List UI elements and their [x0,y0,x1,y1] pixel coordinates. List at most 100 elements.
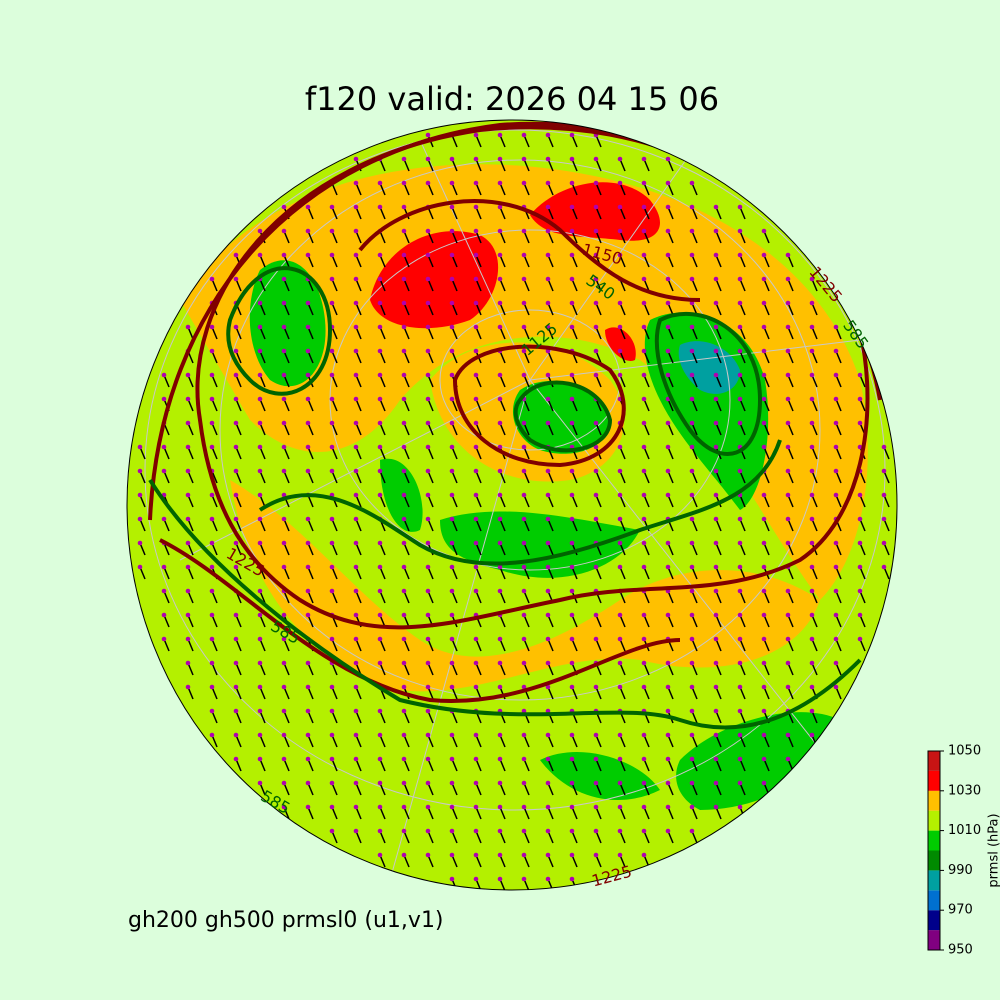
barb-dot [593,348,599,354]
barb-dot [353,252,359,258]
barb-dot [401,540,407,546]
barb-dot [521,684,527,690]
barb-dot [353,180,359,186]
barb-dot [329,588,335,594]
barb-dot [713,636,719,642]
barb-dot [281,636,287,642]
barb-dot [665,444,671,450]
colorbar-frame [927,750,941,951]
barb-dot [689,828,695,834]
barb-dot [497,828,503,834]
barb-dot [569,828,575,834]
barb-dot [833,636,839,642]
barb-dot [689,324,695,330]
barb-dot [425,588,431,594]
barb-dot [497,540,503,546]
barb-dot [521,588,527,594]
barb-dot [641,660,647,666]
high-pressure-area [180,164,868,600]
barb-dot [233,708,239,714]
barb-dot [401,636,407,642]
barb-dot [233,684,239,690]
barb-dot [593,252,599,258]
barb-dot [353,756,359,762]
barb-dot [473,276,479,282]
barb-dot [593,204,599,210]
barb-dot [521,876,527,882]
barb-dot [161,516,167,522]
barb-dot [785,276,791,282]
barb-dot [401,204,407,210]
barb-dot [569,180,575,186]
barb-dot [761,612,767,618]
barb-dot [809,420,815,426]
barb-dot [617,804,623,810]
barb-dot [401,612,407,618]
barb-dot [881,540,887,546]
barb-dot [785,732,791,738]
barb-dot [737,228,743,234]
barb-dot [401,780,407,786]
colorbar-segment [928,790,940,811]
barb-dot [713,516,719,522]
barb-dot [641,156,647,162]
barb-dot [641,684,647,690]
barb-dot [809,564,815,570]
barb-dot [305,204,311,210]
barb-dot [809,732,815,738]
barb-dot [401,252,407,258]
barb-dot [737,516,743,522]
barb-dot [737,780,743,786]
barb-dot [209,348,215,354]
globe [127,120,897,890]
barb-dot [737,204,743,210]
barb-dot [329,708,335,714]
barb-dot [497,132,503,138]
barb-dot [761,492,767,498]
barb-dot [857,420,863,426]
barb-dot [377,372,383,378]
barb-dot [425,780,431,786]
barb-dot [713,660,719,666]
barb-dot [689,492,695,498]
barb-dot [761,444,767,450]
barb-dot [521,636,527,642]
barb-dot [257,420,263,426]
barb-dot [449,684,455,690]
barb-dot [857,540,863,546]
barb-dot [281,372,287,378]
barb-dot [617,468,623,474]
barb-dot [425,324,431,330]
barb-dot [833,564,839,570]
barb-dot [473,300,479,306]
barb-dot [761,684,767,690]
barb-dot [353,348,359,354]
barb-dot [617,660,623,666]
barb-dot [449,612,455,618]
barb-dot [377,612,383,618]
barb-dot [401,396,407,402]
barb-dot [617,780,623,786]
barb-dot [233,636,239,642]
barb-dot [665,804,671,810]
barb-dot [497,780,503,786]
barb-dot [185,420,191,426]
barb-dot [545,612,551,618]
barb-dot [377,756,383,762]
barb-dot [737,660,743,666]
colorbar: 950 970 990 1010 1030 1050 prmsl (hPa) [927,744,1000,958]
barb-dot [713,348,719,354]
barb-dot [473,564,479,570]
barb-dot [761,420,767,426]
barb-dot [665,612,671,618]
barb-dot [641,828,647,834]
barb-dot [665,372,671,378]
barb-dot [473,660,479,666]
barb-dot [857,444,863,450]
barb-dot [593,492,599,498]
barb-dot [521,228,527,234]
barb-dot [689,252,695,258]
barb-dot [425,636,431,642]
barb-dot [689,564,695,570]
barb-dot [761,540,767,546]
